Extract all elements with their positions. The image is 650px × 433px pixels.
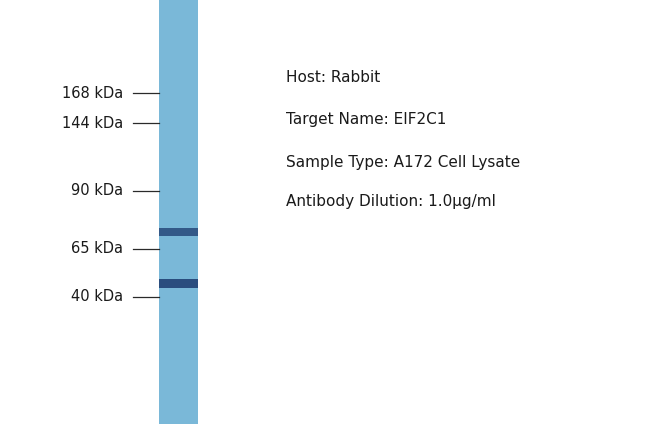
Bar <box>159 0 198 424</box>
Text: Target Name: EIF2C1: Target Name: EIF2C1 <box>286 112 447 126</box>
Bar <box>159 279 198 288</box>
Bar <box>159 228 198 236</box>
Text: 144 kDa: 144 kDa <box>62 116 124 131</box>
Text: 65 kDa: 65 kDa <box>72 242 124 256</box>
Text: 90 kDa: 90 kDa <box>72 183 124 198</box>
Text: 40 kDa: 40 kDa <box>72 289 124 304</box>
Text: 168 kDa: 168 kDa <box>62 86 124 100</box>
Text: Sample Type: A172 Cell Lysate: Sample Type: A172 Cell Lysate <box>286 155 520 170</box>
Text: Antibody Dilution: 1.0μg/ml: Antibody Dilution: 1.0μg/ml <box>286 194 496 209</box>
Text: Host: Rabbit: Host: Rabbit <box>286 71 380 85</box>
